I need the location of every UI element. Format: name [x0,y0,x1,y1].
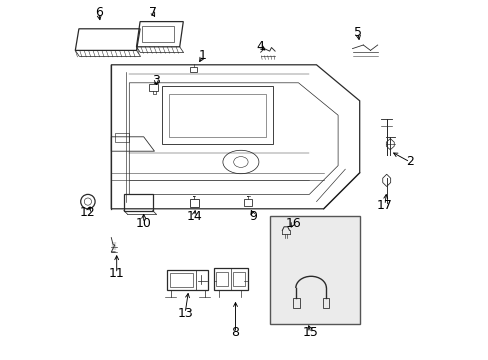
Text: 16: 16 [285,217,300,230]
Bar [322,298,328,308]
Bar [216,272,228,286]
Text: 6: 6 [95,6,102,19]
Bar [232,272,244,286]
Text: 10: 10 [136,217,151,230]
Bar [142,26,174,42]
Bar [269,216,359,324]
Bar [167,270,208,290]
Bar [169,273,193,287]
Bar [293,298,299,308]
Bar [213,268,247,290]
Text: 8: 8 [231,327,239,339]
Bar [115,133,129,142]
Text: 17: 17 [376,199,392,212]
Bar [244,199,252,206]
Text: 15: 15 [303,327,318,339]
Text: 7: 7 [148,6,156,19]
Text: 5: 5 [353,26,361,39]
Text: 12: 12 [80,206,96,219]
Bar [149,84,158,91]
Text: 3: 3 [152,75,160,87]
Bar [123,194,152,211]
Text: 14: 14 [186,210,202,222]
Text: 2: 2 [406,156,413,168]
Text: 13: 13 [177,307,193,320]
Text: 1: 1 [199,49,206,62]
Text: 11: 11 [109,267,124,280]
Text: 9: 9 [249,210,257,222]
Bar [189,199,199,207]
Bar [190,67,197,72]
Text: 4: 4 [256,40,264,53]
